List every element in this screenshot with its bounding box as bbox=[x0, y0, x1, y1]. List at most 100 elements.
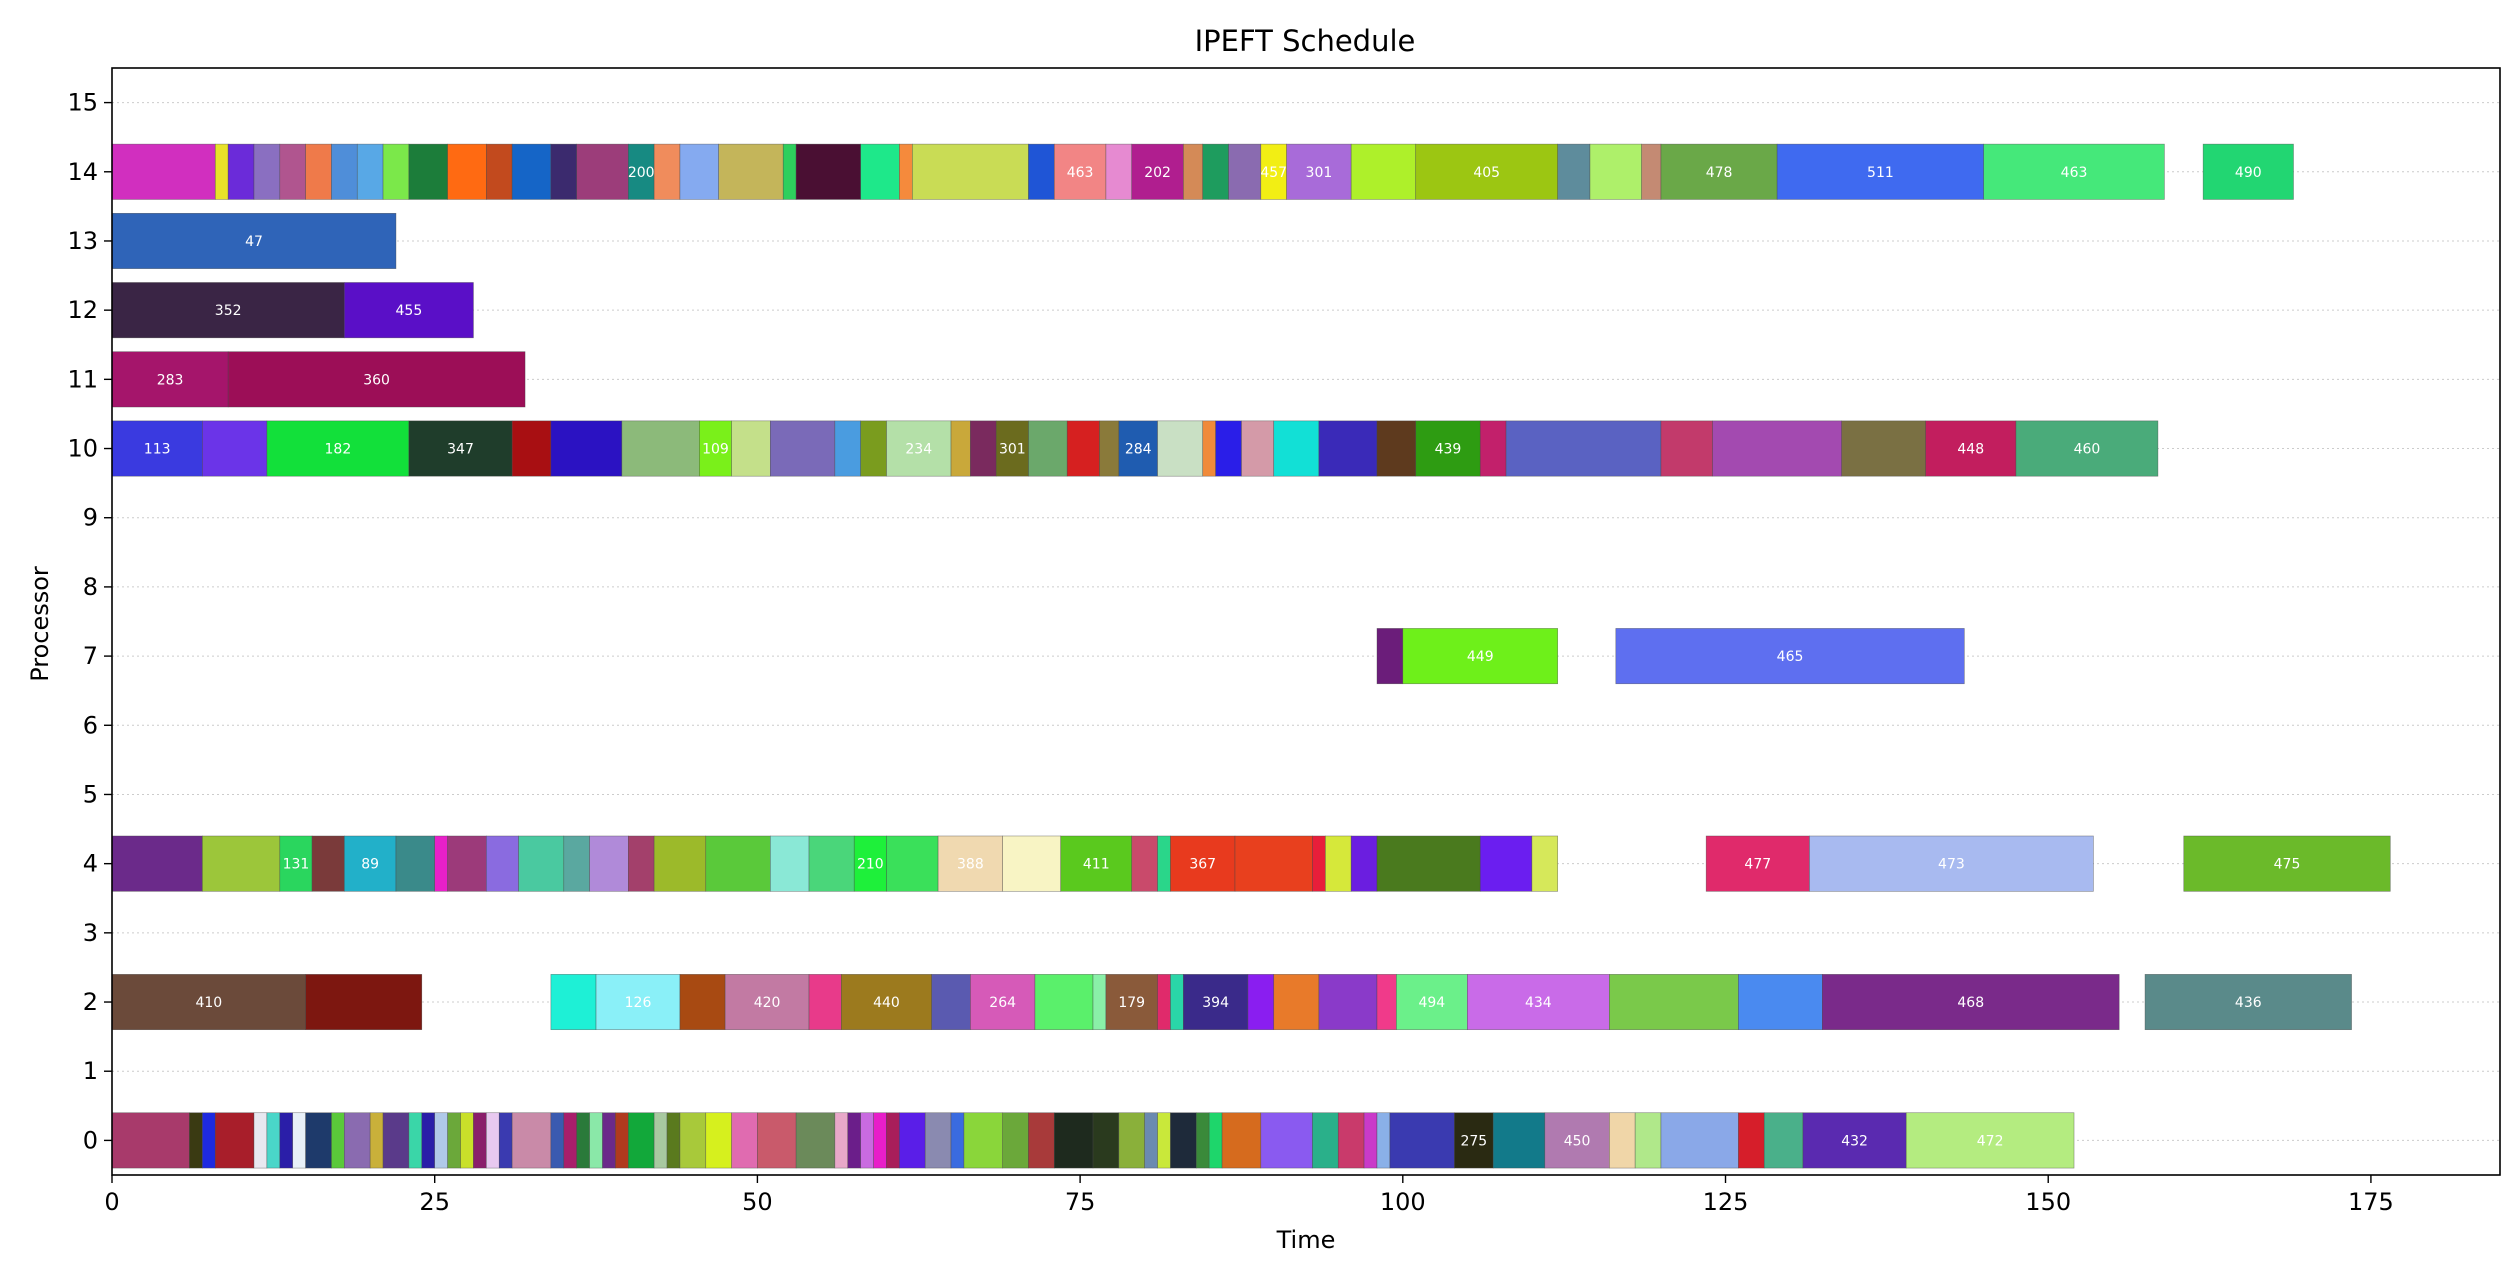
task-bar bbox=[369, 1112, 384, 1169]
task-bar bbox=[279, 143, 306, 200]
task-bar bbox=[1337, 1112, 1365, 1169]
task-bar bbox=[1376, 1112, 1391, 1169]
task-bar bbox=[111, 974, 306, 1031]
task-bar bbox=[1215, 420, 1242, 477]
task-label: 463 bbox=[1067, 165, 1094, 181]
task-bar bbox=[1144, 1112, 1158, 1169]
task-bar bbox=[511, 1112, 552, 1169]
task-bar bbox=[937, 835, 1003, 892]
task-bar bbox=[1157, 420, 1204, 477]
task-bar bbox=[1531, 835, 1559, 892]
task-bar bbox=[1202, 420, 1216, 477]
task-bar bbox=[621, 420, 700, 477]
task-bar bbox=[434, 1112, 448, 1169]
task-label: 283 bbox=[157, 372, 184, 388]
task-bar bbox=[589, 1112, 603, 1169]
task-bar bbox=[1053, 143, 1107, 200]
task-bar bbox=[279, 1112, 294, 1169]
task-label: 360 bbox=[363, 372, 390, 388]
task-bar bbox=[202, 420, 268, 477]
task-bar bbox=[563, 835, 590, 892]
task-bar bbox=[214, 143, 229, 200]
task-bar bbox=[473, 1112, 487, 1169]
task-bar bbox=[899, 143, 913, 200]
task-bar bbox=[227, 143, 255, 200]
task-bar bbox=[202, 835, 281, 892]
x-tick-label: 150 bbox=[2025, 1188, 2071, 1216]
task-bar bbox=[679, 1112, 707, 1169]
task-bar bbox=[595, 974, 681, 1031]
task-bar bbox=[1763, 1112, 1804, 1169]
x-tick-label: 100 bbox=[1380, 1188, 1426, 1216]
task-bar bbox=[1415, 420, 1481, 477]
task-label: 511 bbox=[1867, 165, 1894, 181]
task-bar bbox=[1641, 143, 1662, 200]
task-bar bbox=[1615, 628, 1965, 685]
task-bar bbox=[1589, 143, 1642, 200]
task-bar bbox=[808, 835, 855, 892]
task-bar bbox=[1776, 143, 1984, 200]
task-bar bbox=[202, 1112, 216, 1169]
task-bar bbox=[1228, 143, 1262, 200]
task-bar bbox=[356, 143, 384, 200]
task-bar bbox=[111, 420, 203, 477]
task-bar bbox=[808, 974, 842, 1031]
task-bar bbox=[1479, 420, 1507, 477]
y-axis-label: Processor bbox=[26, 566, 54, 682]
task-bar bbox=[834, 420, 861, 477]
y-tick-label: 4 bbox=[83, 850, 98, 878]
task-bar bbox=[344, 1112, 371, 1169]
task-bars: 47 352 455 283 360 449 465 200 463 202 457 301 405 47… bbox=[111, 143, 2391, 1169]
task-bar bbox=[1053, 1112, 1094, 1169]
task-bar bbox=[447, 1112, 461, 1169]
task-bar bbox=[111, 282, 345, 339]
task-bar bbox=[1363, 1112, 1378, 1169]
task-bar bbox=[382, 1112, 410, 1169]
y-tick-label: 1 bbox=[83, 1057, 98, 1085]
task-bar bbox=[1170, 974, 1184, 1031]
task-bar bbox=[331, 143, 358, 200]
task-bar bbox=[395, 835, 436, 892]
task-bar bbox=[950, 420, 971, 477]
task-bar bbox=[1260, 1112, 1313, 1169]
task-bar bbox=[1609, 974, 1739, 1031]
task-label: 126 bbox=[625, 995, 652, 1011]
task-bar bbox=[770, 420, 836, 477]
task-bar bbox=[1028, 143, 1055, 200]
task-label: 463 bbox=[2061, 165, 2088, 181]
task-label: 472 bbox=[1977, 1133, 2004, 1149]
task-label: 131 bbox=[283, 857, 310, 873]
x-axis-label: Time bbox=[1276, 1226, 1336, 1254]
task-bar bbox=[1131, 835, 1158, 892]
task-bar bbox=[1376, 628, 1404, 685]
task-bar bbox=[1376, 420, 1417, 477]
task-bar bbox=[189, 1112, 203, 1169]
task-bar bbox=[886, 835, 939, 892]
task-bar bbox=[1157, 974, 1171, 1031]
task-bar bbox=[1738, 974, 1823, 1031]
task-bar bbox=[1925, 420, 2017, 477]
task-bar bbox=[1131, 143, 1184, 200]
task-label: 210 bbox=[857, 857, 884, 873]
task-bar bbox=[970, 974, 1036, 1031]
task-bar bbox=[1286, 143, 1352, 200]
task-label: 47 bbox=[245, 234, 263, 250]
task-bar bbox=[1505, 420, 1662, 477]
task-label: 182 bbox=[325, 442, 352, 458]
task-label: 394 bbox=[1202, 995, 1229, 1011]
task-label: 439 bbox=[1435, 442, 1462, 458]
task-bar bbox=[1002, 835, 1062, 892]
task-bar bbox=[1350, 835, 1378, 892]
task-bar bbox=[718, 143, 784, 200]
task-bar bbox=[1170, 1112, 1197, 1169]
task-bar bbox=[311, 835, 345, 892]
task-label: 109 bbox=[702, 442, 729, 458]
task-bar bbox=[1738, 1112, 1765, 1169]
task-bar bbox=[1325, 835, 1352, 892]
task-bar bbox=[1492, 1112, 1546, 1169]
task-label: 405 bbox=[1473, 165, 1500, 181]
y-tick-label: 11 bbox=[67, 365, 98, 393]
task-bar bbox=[873, 1112, 887, 1169]
task-bar bbox=[2183, 835, 2391, 892]
